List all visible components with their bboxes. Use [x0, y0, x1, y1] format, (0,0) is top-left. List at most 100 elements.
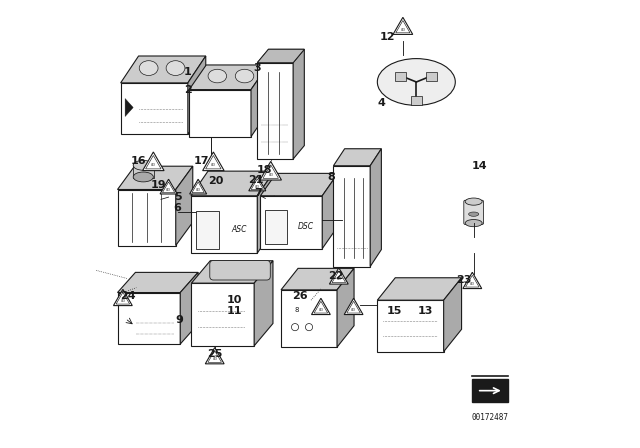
- Text: 16: 16: [131, 156, 147, 166]
- Ellipse shape: [468, 212, 479, 216]
- Text: 26: 26: [292, 291, 308, 301]
- Ellipse shape: [166, 60, 185, 75]
- Polygon shape: [266, 210, 287, 245]
- Circle shape: [291, 323, 299, 331]
- Polygon shape: [116, 293, 130, 304]
- Text: 8: 8: [294, 307, 299, 313]
- Text: 20: 20: [209, 177, 224, 186]
- Polygon shape: [344, 298, 363, 314]
- Polygon shape: [251, 179, 264, 190]
- Polygon shape: [160, 179, 177, 194]
- Text: 7: 7: [255, 188, 262, 198]
- Polygon shape: [196, 211, 220, 249]
- Circle shape: [305, 323, 312, 331]
- Polygon shape: [189, 65, 268, 90]
- Text: 10: 10: [227, 295, 242, 305]
- Ellipse shape: [140, 60, 158, 75]
- Text: 17: 17: [193, 156, 209, 166]
- Text: 12: 12: [380, 32, 395, 42]
- Ellipse shape: [133, 160, 154, 170]
- Polygon shape: [189, 179, 207, 194]
- Polygon shape: [176, 166, 193, 246]
- Text: ðÐ: ðÐ: [351, 308, 356, 312]
- Text: ðÐ: ðÐ: [151, 164, 156, 168]
- Text: 23: 23: [456, 275, 471, 285]
- Ellipse shape: [465, 220, 482, 227]
- Polygon shape: [113, 289, 132, 306]
- Text: ðÐ: ðÐ: [268, 173, 273, 177]
- Polygon shape: [312, 298, 330, 314]
- Text: ðÐ: ðÐ: [166, 188, 171, 192]
- Text: 1: 1: [184, 67, 192, 77]
- Ellipse shape: [208, 69, 227, 83]
- Polygon shape: [191, 261, 273, 283]
- FancyBboxPatch shape: [210, 260, 270, 280]
- Polygon shape: [163, 182, 175, 193]
- Polygon shape: [188, 56, 205, 134]
- Text: 3: 3: [253, 63, 261, 73]
- Text: ðÐ: ðÐ: [211, 164, 216, 168]
- Text: 25: 25: [207, 349, 223, 359]
- Polygon shape: [208, 351, 221, 362]
- Text: 19: 19: [151, 180, 166, 190]
- Polygon shape: [118, 293, 180, 344]
- Polygon shape: [191, 171, 275, 196]
- Text: 5: 5: [173, 192, 181, 202]
- Polygon shape: [347, 302, 360, 313]
- Text: ðÐ: ðÐ: [337, 277, 341, 281]
- Polygon shape: [118, 272, 198, 293]
- Text: 15: 15: [386, 306, 402, 316]
- Polygon shape: [333, 166, 370, 267]
- Text: 22: 22: [328, 271, 344, 281]
- Text: 8: 8: [327, 172, 335, 182]
- Text: 24: 24: [120, 291, 136, 301]
- Polygon shape: [203, 152, 224, 171]
- Polygon shape: [205, 348, 224, 364]
- Text: 6: 6: [173, 203, 182, 213]
- Polygon shape: [293, 49, 305, 159]
- Polygon shape: [323, 173, 338, 249]
- Ellipse shape: [465, 198, 482, 205]
- Polygon shape: [205, 155, 221, 169]
- Polygon shape: [180, 272, 198, 344]
- Text: ðÐ: ðÐ: [319, 308, 323, 312]
- Polygon shape: [257, 171, 275, 253]
- Polygon shape: [260, 173, 338, 196]
- Polygon shape: [260, 196, 323, 249]
- Polygon shape: [192, 182, 204, 193]
- Text: ðÐ: ðÐ: [470, 282, 475, 286]
- Polygon shape: [249, 176, 266, 191]
- Polygon shape: [257, 49, 305, 63]
- Polygon shape: [254, 261, 273, 346]
- Polygon shape: [260, 161, 282, 180]
- Polygon shape: [146, 155, 161, 169]
- FancyBboxPatch shape: [426, 72, 437, 81]
- Text: ðÐ: ðÐ: [120, 299, 125, 303]
- Text: 2: 2: [184, 85, 192, 95]
- Polygon shape: [396, 21, 410, 33]
- Polygon shape: [332, 271, 346, 283]
- Polygon shape: [257, 49, 305, 63]
- Polygon shape: [370, 149, 381, 267]
- Polygon shape: [378, 278, 461, 300]
- Polygon shape: [463, 272, 482, 289]
- Polygon shape: [393, 17, 413, 34]
- Ellipse shape: [236, 69, 254, 83]
- Text: ASC: ASC: [232, 224, 247, 233]
- FancyBboxPatch shape: [472, 379, 508, 402]
- Polygon shape: [191, 283, 254, 346]
- Polygon shape: [125, 99, 133, 116]
- Text: 13: 13: [417, 306, 433, 316]
- Text: ðÐ: ðÐ: [401, 28, 405, 31]
- Polygon shape: [465, 276, 479, 287]
- Text: 14: 14: [471, 161, 487, 171]
- Text: DSC: DSC: [298, 222, 314, 231]
- Text: 9: 9: [175, 315, 183, 325]
- Polygon shape: [281, 290, 337, 347]
- Polygon shape: [189, 90, 251, 137]
- Polygon shape: [118, 190, 176, 246]
- Text: 18: 18: [256, 165, 272, 175]
- Polygon shape: [314, 302, 328, 313]
- Polygon shape: [263, 165, 278, 178]
- Polygon shape: [337, 268, 354, 347]
